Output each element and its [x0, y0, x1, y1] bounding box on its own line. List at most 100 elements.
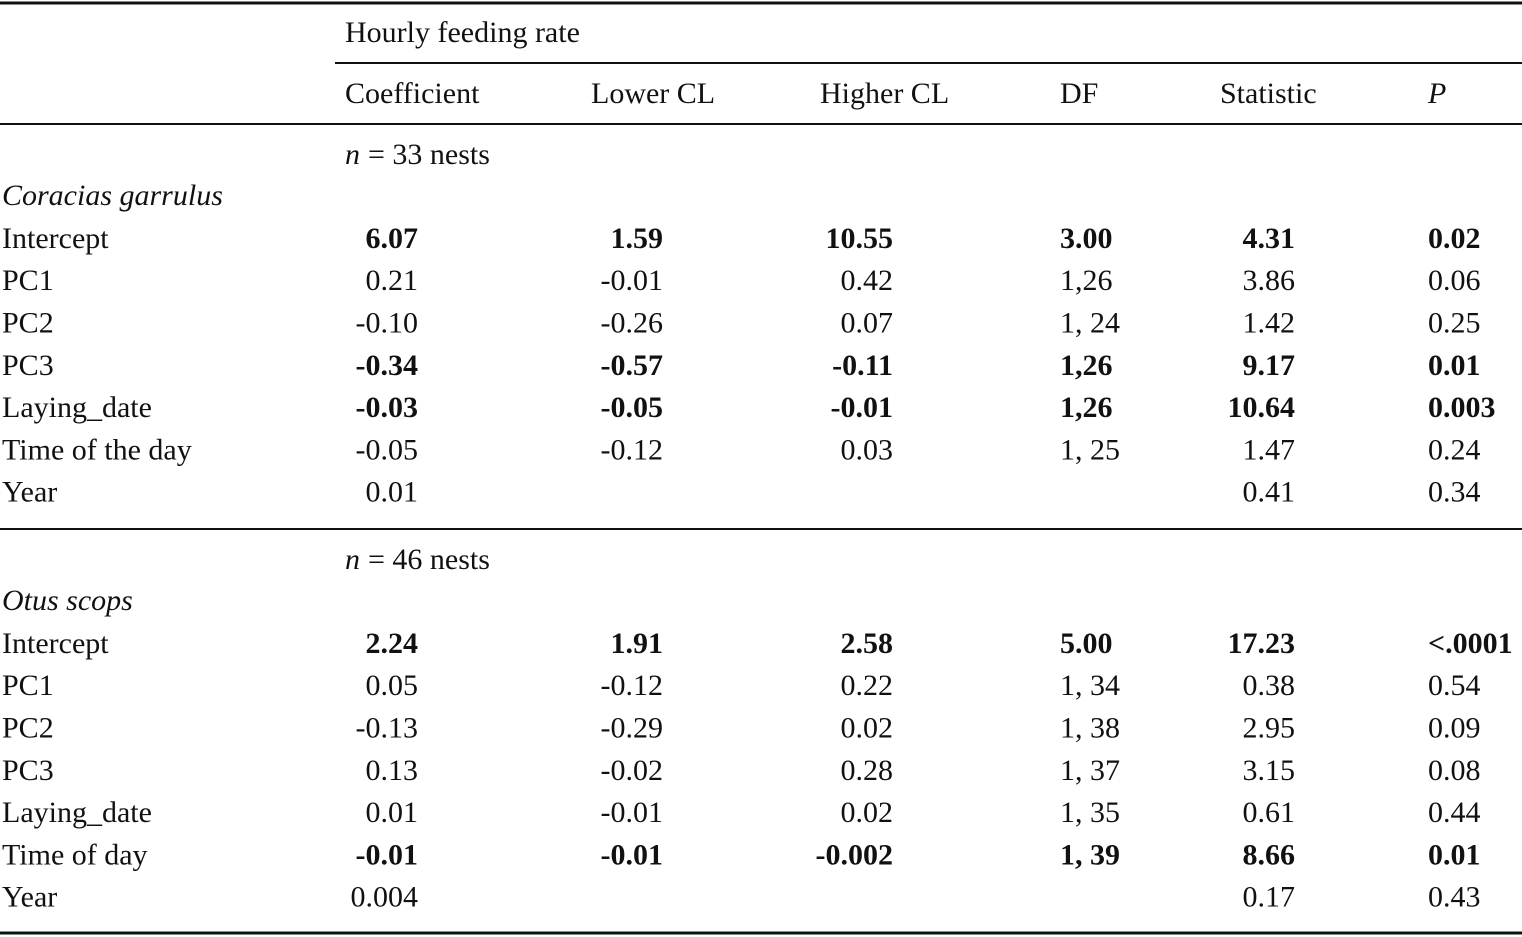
cell: 5.00 — [1060, 627, 1113, 660]
species-name: Otus scops — [2, 584, 133, 617]
cell: <.0001 — [1428, 627, 1513, 660]
cell: 0.24 — [1428, 433, 1481, 466]
cell: 17.23 — [1228, 627, 1296, 660]
cell: -0.02 — [601, 754, 664, 787]
row-label: PC3 — [2, 349, 54, 382]
cell: -0.57 — [601, 349, 664, 382]
cell: 0.02 — [841, 711, 894, 744]
cell: 0.13 — [366, 754, 419, 787]
cell: -0.03 — [356, 391, 419, 424]
cell: 8.66 — [1243, 838, 1296, 871]
cell: 9.17 — [1243, 349, 1296, 382]
cell: 0.01 — [1428, 349, 1481, 382]
cell: -0.29 — [601, 711, 664, 744]
cell: 1.42 — [1243, 306, 1296, 339]
cell: 0.44 — [1428, 796, 1481, 829]
cell: 1, 38 — [1060, 711, 1120, 744]
cell: 3.15 — [1243, 754, 1296, 787]
cell: 1.59 — [611, 222, 664, 255]
cell: 2.95 — [1243, 711, 1296, 744]
column-header: Coefficient — [345, 77, 480, 110]
row-label: Laying_date — [2, 796, 152, 829]
cell: 4.31 — [1243, 222, 1296, 255]
column-header: DF — [1060, 77, 1098, 110]
column-header: P — [1427, 77, 1446, 110]
n-symbol: n — [345, 138, 360, 171]
column-header: Statistic — [1220, 77, 1317, 110]
row-label: Intercept — [2, 627, 109, 660]
cell: 1, 39 — [1060, 838, 1120, 871]
cell: -0.01 — [356, 838, 419, 871]
row-label: Year — [2, 881, 57, 914]
cell: 2.58 — [841, 627, 894, 660]
cell: 0.25 — [1428, 306, 1481, 339]
cell: 6.07 — [366, 222, 419, 255]
cell: 0.01 — [1428, 838, 1481, 871]
cell: 3.00 — [1060, 222, 1113, 255]
cell: -0.01 — [601, 264, 664, 297]
cell: 0.28 — [841, 754, 894, 787]
cell: 1, 34 — [1060, 669, 1120, 702]
cell: 1.47 — [1243, 433, 1296, 466]
row-label: PC1 — [2, 264, 54, 297]
cell: 0.05 — [366, 669, 419, 702]
cell: 3.86 — [1243, 264, 1296, 297]
cell: 0.61 — [1243, 796, 1296, 829]
cell: -0.12 — [601, 669, 664, 702]
cell: 0.21 — [366, 264, 419, 297]
row-label: PC3 — [2, 754, 54, 787]
cell: 0.22 — [841, 669, 894, 702]
cell: -0.05 — [601, 391, 664, 424]
cell: 0.004 — [351, 881, 419, 914]
cell: 10.55 — [826, 222, 894, 255]
cell: 0.54 — [1428, 669, 1481, 702]
cell: -0.01 — [601, 796, 664, 829]
cell: 0.43 — [1428, 881, 1481, 914]
row-label: PC2 — [2, 711, 54, 744]
cell: 0.08 — [1428, 754, 1481, 787]
species-name: Coracias garrulus — [2, 179, 223, 212]
cell: 0.09 — [1428, 711, 1481, 744]
cell: 0.41 — [1243, 476, 1296, 509]
cell: -0.11 — [832, 349, 893, 382]
cell: 0.38 — [1243, 669, 1296, 702]
group-title: Hourly feeding rate — [345, 16, 580, 49]
cell: 2.24 — [366, 627, 419, 660]
cell: 1,26 — [1060, 391, 1113, 424]
column-header: Lower CL — [591, 77, 715, 110]
cell: -0.05 — [356, 433, 419, 466]
cell: -0.13 — [356, 711, 419, 744]
cell: -0.34 — [356, 349, 419, 382]
row-label: Laying_date — [2, 391, 152, 424]
row-label: PC2 — [2, 306, 54, 339]
cell: 0.01 — [366, 796, 419, 829]
cell: 1,26 — [1060, 264, 1113, 297]
cell: 0.07 — [841, 306, 894, 339]
cell: 1,26 — [1060, 349, 1113, 382]
row-label: Time of day — [2, 838, 148, 871]
n-text: = 33 nests — [368, 138, 490, 171]
cell: -0.01 — [601, 838, 664, 871]
cell: 1, 25 — [1060, 433, 1120, 466]
cell: 0.06 — [1428, 264, 1481, 297]
column-header: Higher CL — [820, 77, 949, 110]
cell: 1, 24 — [1060, 306, 1120, 339]
row-label: Time of the day — [2, 433, 192, 466]
cell: 0.42 — [841, 264, 894, 297]
row-label: Year — [2, 476, 57, 509]
cell: 1, 37 — [1060, 754, 1120, 787]
n-symbol: n — [345, 543, 360, 576]
cell: -0.26 — [601, 306, 664, 339]
row-label: Intercept — [2, 222, 109, 255]
cell: 0.01 — [366, 476, 419, 509]
cell: 0.34 — [1428, 476, 1481, 509]
cell: -0.002 — [816, 838, 894, 871]
row-label: PC1 — [2, 669, 54, 702]
n-text: = 46 nests — [368, 543, 490, 576]
cell: 0.003 — [1428, 391, 1496, 424]
cell: 0.03 — [841, 433, 894, 466]
cell: -0.10 — [356, 306, 419, 339]
cell: 10.64 — [1228, 391, 1296, 424]
cell: 0.17 — [1243, 881, 1296, 914]
